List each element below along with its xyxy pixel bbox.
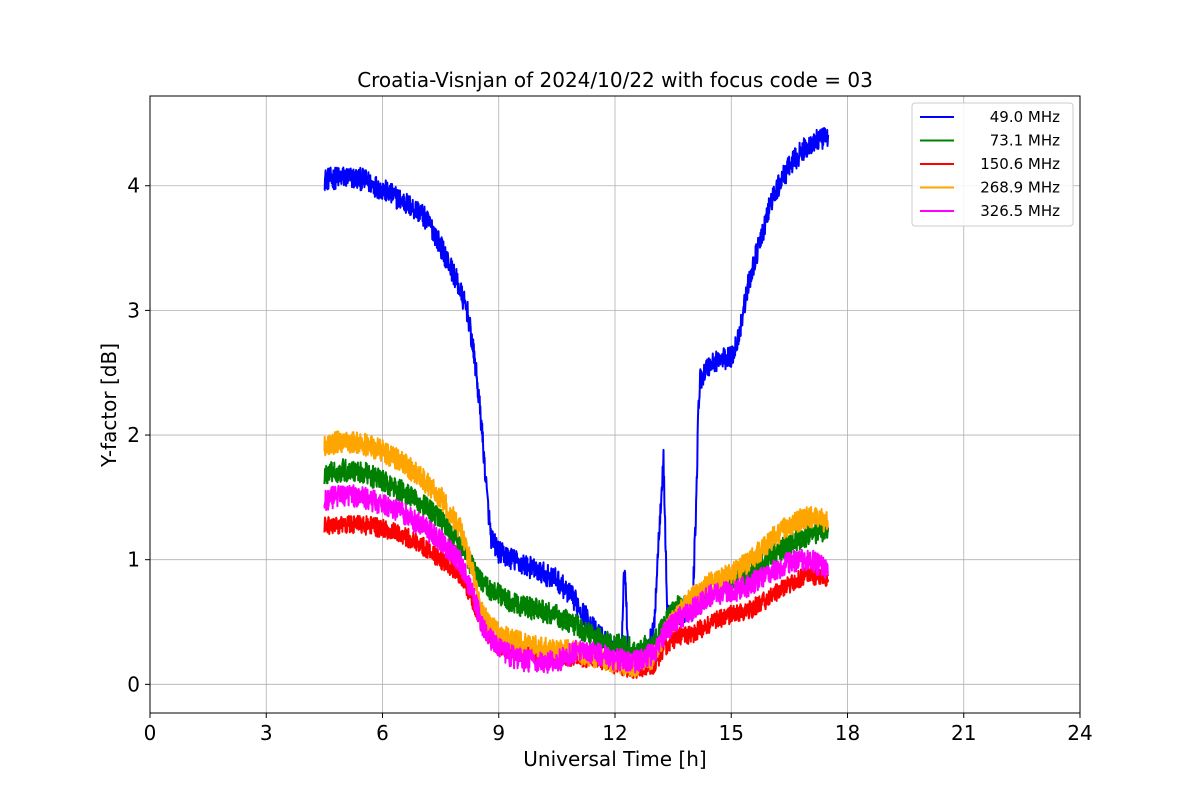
series-line-49-0-mhz: [323, 127, 830, 673]
legend-entry-label: 150.6 MHz: [980, 155, 1060, 173]
y-tick-label: 2: [127, 423, 140, 447]
legend: 49.0 MHz 73.1 MHz 150.6 MHz 268.9 MHz 326.5 …: [911, 102, 1074, 227]
chart-title: Croatia-Visnjan of 2024/10/22 with focus…: [357, 68, 873, 92]
x-tick-label: 12: [602, 721, 627, 745]
x-tick-label: 21: [951, 721, 976, 745]
legend-entry-label: 326.5 MHz: [980, 202, 1060, 220]
y-tick-label: 3: [127, 298, 140, 322]
x-tick-label: 24: [1067, 721, 1092, 745]
x-tick-label: 6: [376, 721, 389, 745]
grid-lines: [149, 96, 1081, 713]
x-tick-label: 0: [144, 721, 157, 745]
legend-entry-label: 73.1 MHz: [990, 132, 1060, 150]
legend-entry-label: 49.0 MHz: [990, 108, 1060, 126]
y-tick-label: 1: [127, 548, 140, 572]
x-tick-label: 15: [719, 721, 744, 745]
y-tick-label: 4: [127, 174, 140, 198]
legend-entry-label: 268.9 MHz: [980, 179, 1060, 197]
x-axis-label: Universal Time [h]: [523, 747, 706, 771]
y-tick-label: 0: [127, 672, 140, 696]
legend-box: [911, 102, 1074, 227]
x-tick-label: 18: [835, 721, 860, 745]
x-tick-label: 3: [260, 721, 273, 745]
series-line-326-5-mhz: [323, 484, 830, 674]
y-axis-label: Y-factor [dB]: [97, 343, 121, 468]
x-tick-label: 9: [492, 721, 505, 745]
series-lines: [323, 127, 830, 679]
